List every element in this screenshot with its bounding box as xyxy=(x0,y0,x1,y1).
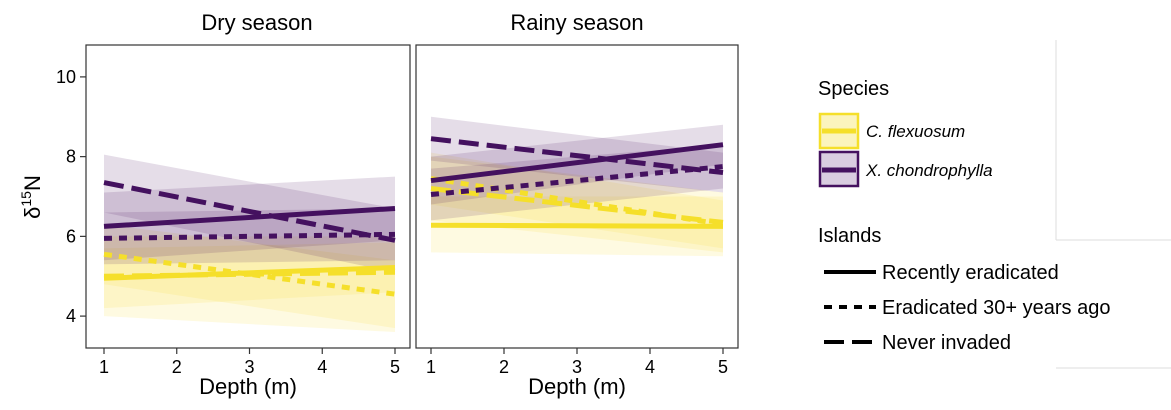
x-axis: 1 2 3 4 5 xyxy=(426,348,728,377)
x-tick-label: 5 xyxy=(390,357,400,377)
legend-item-eradicated-30-years-ago: Eradicated 30+ years ago xyxy=(824,297,1111,319)
line-x-chondrophylla-eradicated-30-years-ago xyxy=(103,231,396,241)
y-tick-label: 10 xyxy=(56,67,76,87)
y-tick-label: 8 xyxy=(66,147,76,167)
legend-item-x-chondrophylla: X. chondrophylla xyxy=(818,150,993,188)
y-tick-label: 4 xyxy=(66,306,76,326)
y-axis: 4 6 8 10 xyxy=(56,67,86,326)
legend-item-never-invaded: Never invaded xyxy=(824,332,1011,354)
confidence-bands xyxy=(104,154,395,333)
line-c-flexuosum-never-invaded xyxy=(430,186,724,225)
band-x-chondrophylla-eradicated-30-years-ago xyxy=(431,144,723,221)
legend-label-x-chondrophylla: X. chondrophylla xyxy=(865,161,993,180)
x-tick-label: 2 xyxy=(172,357,182,377)
x-tick-label: 5 xyxy=(718,357,728,377)
panel-dry-season: Dry season 1 2 3 4 5 4 6 8 10 Depth (m) xyxy=(56,10,411,399)
line-x-chondrophylla-never-invaded xyxy=(103,180,396,243)
line-x-chondrophylla-never-invaded xyxy=(430,136,724,176)
x-tick-label: 4 xyxy=(645,357,655,377)
y-axis-label: δ15N xyxy=(18,175,45,219)
legend-islands-title: Islands xyxy=(818,225,881,247)
legend-item-c-flexuosum: C. flexuosum xyxy=(818,112,965,150)
x-axis: 1 2 3 4 5 xyxy=(99,348,400,377)
panel-frame xyxy=(85,44,411,349)
series-lines xyxy=(430,136,724,229)
x-tick-label: 1 xyxy=(426,357,436,377)
x-tick-label: 4 xyxy=(317,357,327,377)
line-x-chondrophylla-eradicated-30-years-ago xyxy=(430,164,724,197)
y-axis-label-tail: N xyxy=(20,175,45,191)
line-x-chondrophylla-recently-eradicated xyxy=(103,205,396,229)
line-c-flexuosum-eradicated-30-years-ago xyxy=(103,251,396,297)
legend: Species C. flexuosum X. chondrophylla Is… xyxy=(818,78,1111,354)
series-lines xyxy=(103,180,396,297)
legend-item-recently-eradicated: Recently eradicated xyxy=(824,262,1059,284)
x-tick-label: 3 xyxy=(572,357,582,377)
legend-species-title: Species xyxy=(818,78,889,100)
panel-title: Dry season xyxy=(201,10,312,35)
y-tick-label: 6 xyxy=(66,226,76,246)
confidence-bands xyxy=(431,116,723,257)
legend-label-eradicated-30-years-ago: Eradicated 30+ years ago xyxy=(882,297,1111,319)
y-axis-label-superscript: 15 xyxy=(18,191,34,207)
legend-label-never-invaded: Never invaded xyxy=(882,332,1011,354)
line-c-flexuosum-eradicated-30-years-ago xyxy=(430,176,724,227)
decorative-frame-lines xyxy=(1055,40,1171,369)
x-axis-label: Depth (m) xyxy=(528,374,626,399)
y-axis-label-base: δ xyxy=(20,207,45,219)
line-c-flexuosum-never-invaded xyxy=(103,269,396,279)
panel-title: Rainy season xyxy=(510,10,643,35)
line-c-flexuosum-recently-eradicated xyxy=(430,222,724,229)
x-tick-label: 1 xyxy=(99,357,109,377)
x-tick-label: 3 xyxy=(244,357,254,377)
panel-rainy-season: Rainy season 1 2 3 4 5 Depth (m) xyxy=(415,10,739,399)
band-c-flexuosum-never-invaded xyxy=(104,236,395,333)
x-tick-label: 2 xyxy=(499,357,509,377)
line-x-chondrophylla-recently-eradicated xyxy=(430,142,724,184)
legend-label-c-flexuosum: C. flexuosum xyxy=(866,122,965,141)
legend-label-recently-eradicated: Recently eradicated xyxy=(882,262,1059,284)
x-axis-label: Depth (m) xyxy=(199,374,297,399)
